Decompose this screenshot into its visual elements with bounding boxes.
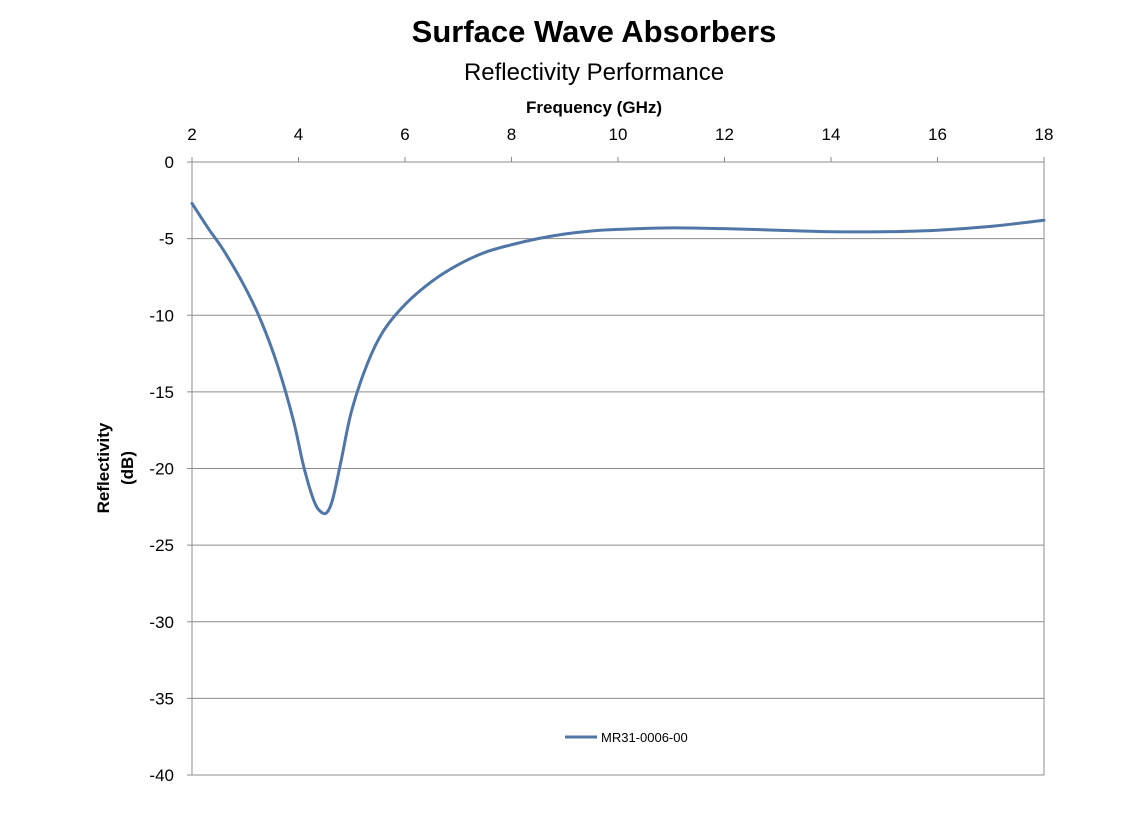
y-tick-label: -10: [149, 306, 174, 325]
x-tick-label: 18: [1035, 125, 1054, 144]
grid-lines: [192, 161, 1044, 699]
x-tick-label: 8: [507, 125, 516, 144]
y-tick-label: -20: [149, 460, 174, 479]
series-lines: [190, 201, 1046, 516]
y-tick-label: -30: [149, 613, 174, 632]
legend-label: MR31-0006-00: [601, 730, 688, 745]
chart-title: Surface Wave Absorbers: [412, 14, 777, 49]
y-tick-label: 0: [165, 153, 174, 172]
y-tick-label: -5: [159, 230, 174, 249]
y-axis-title-line-1: Reflectivity: [94, 422, 113, 513]
x-tick-label: 10: [609, 125, 628, 144]
x-tick-label: 12: [715, 125, 734, 144]
y-tick-label: -25: [149, 536, 174, 555]
x-axis-title: Frequency (GHz): [526, 98, 662, 117]
x-tick-label: 14: [822, 125, 841, 144]
y-tick-label: -15: [149, 383, 174, 402]
legend: MR31-0006-00: [565, 730, 688, 745]
x-tick-label: 6: [400, 125, 409, 144]
axes: [187, 157, 1045, 776]
series-line: [190, 201, 1046, 516]
y-tick-label: -40: [149, 766, 174, 785]
x-tick-label: 4: [294, 125, 303, 144]
x-tick-label: 2: [187, 125, 196, 144]
y-tick-label: -35: [149, 689, 174, 708]
tick-labels: 2 4 6 8 10 12 14 16 18 0 -5 -10 -15 -20 -25 -30 -35 -40: [149, 125, 1053, 785]
x-tick-label: 16: [928, 125, 947, 144]
y-axis-title-line-2: (dB): [118, 451, 137, 485]
chart-subtitle: Reflectivity Performance: [464, 59, 724, 86]
y-axis-title: Reflectivity (dB): [94, 422, 137, 513]
